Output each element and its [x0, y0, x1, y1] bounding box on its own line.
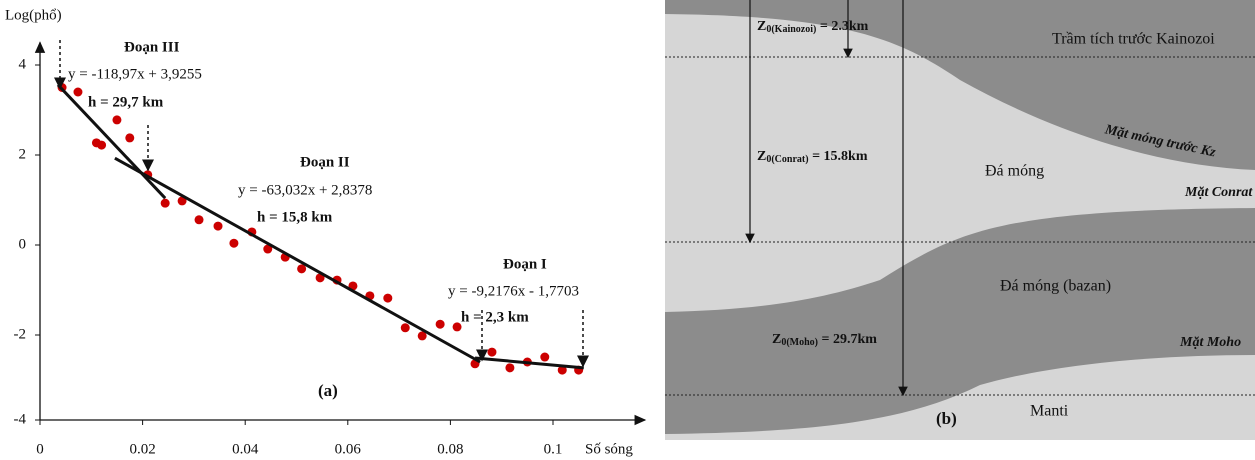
x-tick-label: 0 [36, 441, 44, 457]
fit-line [474, 356, 584, 370]
point [194, 215, 204, 225]
point [487, 347, 497, 357]
depth-subscript: 0(Moho) [781, 337, 818, 348]
annotation: Đoạn III [124, 39, 180, 55]
point [97, 140, 107, 150]
point [112, 115, 122, 125]
y-axis-label: Log(phổ) [5, 7, 62, 23]
annotation: y = -118,97x + 3,9255 [68, 66, 202, 82]
x-axis-label: Số sóng [585, 441, 633, 457]
fit-line [114, 156, 481, 364]
depth-symbol: Z [757, 149, 766, 164]
y-tick-label: 4 [19, 56, 27, 72]
y-tick-label: -4 [14, 411, 27, 427]
surface-label: Mặt Conrat [1184, 185, 1253, 200]
fit-line [56, 83, 167, 200]
point [73, 87, 83, 97]
point [160, 198, 170, 208]
depth-value: = 29.7km [818, 332, 877, 347]
point [435, 319, 445, 329]
basalt-layer [665, 208, 1255, 434]
layer-label: Đá móng [985, 163, 1044, 180]
point [297, 264, 307, 274]
annotation: h = 29,7 km [88, 94, 164, 110]
depth-label: Z0(Conrat) = 15.8km [757, 149, 868, 165]
annotation: y = -63,032x + 2,8378 [238, 182, 372, 198]
sediment-layer [665, 0, 1255, 170]
point [417, 331, 427, 341]
layer-label: Manti [1030, 403, 1069, 420]
annotation: Đoạn I [503, 256, 547, 272]
depth-symbol: Z [757, 19, 766, 34]
point [557, 365, 567, 375]
point [177, 196, 187, 206]
y-tick-label: -2 [14, 326, 27, 342]
annotation: y = -9,2176x - 1,7703 [448, 283, 579, 299]
point [505, 363, 515, 373]
depth-subscript: 0(Conrat) [766, 154, 808, 165]
point [383, 293, 393, 303]
annotation: Đoạn II [300, 154, 350, 170]
annotation: h = 2,3 km [461, 309, 529, 325]
depth-label: Z0(Moho) = 29.7km [772, 332, 877, 348]
x-tick-label: 0.1 [544, 441, 563, 457]
panel-label: (b) [936, 409, 957, 428]
point [452, 322, 462, 332]
x-tick-label: 0.06 [335, 441, 362, 457]
depth-subscript: 0(Kainozoi) [766, 24, 816, 35]
diagram-panel: Trầm tích trước Kainozoi Đá móng Đá móng (… [665, 0, 1255, 440]
point [540, 352, 550, 362]
point [400, 323, 410, 333]
y-tick-label: 2 [19, 146, 27, 162]
point [229, 238, 239, 248]
depth-value: = 2.3km [816, 19, 868, 34]
y-tick-label: 0 [19, 236, 27, 252]
layer-label: Trầm tích trước Kainozoi [1052, 31, 1215, 48]
surface-label: Mặt Moho [1179, 335, 1241, 350]
annotation: h = 15,8 km [257, 209, 333, 225]
x-tick-label: 0.08 [437, 441, 463, 457]
point [125, 133, 135, 143]
layer-label: Đá móng (bazan) [1000, 278, 1111, 295]
panel-label: (a) [318, 381, 338, 400]
x-tick-label: 0.02 [129, 441, 155, 457]
depth-value: = 15.8km [809, 149, 868, 164]
depth-symbol: Z [772, 332, 781, 347]
point [213, 221, 223, 231]
point [263, 244, 273, 254]
depth-label: Z0(Kainozoi) = 2.3km [757, 19, 869, 35]
x-tick-label: 0.04 [232, 441, 259, 457]
